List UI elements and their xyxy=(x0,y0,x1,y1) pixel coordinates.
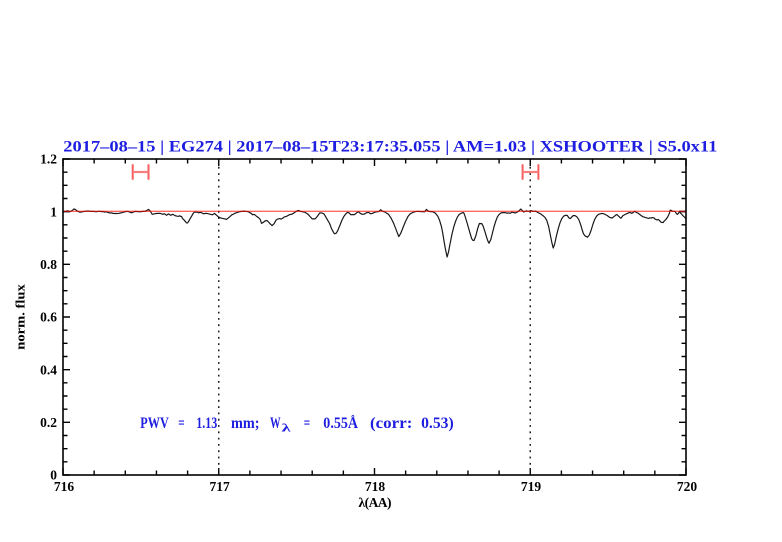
svg-text:1.2: 1.2 xyxy=(40,152,57,167)
svg-text:=: = xyxy=(178,415,184,432)
svg-text:0.55Å: 0.55Å xyxy=(323,415,358,432)
svg-text:λ(AA): λ(AA) xyxy=(359,495,392,510)
svg-text:0.8: 0.8 xyxy=(40,257,57,272)
svg-text:718: 718 xyxy=(365,479,386,494)
svg-text:716: 716 xyxy=(54,479,75,494)
svg-text:W: W xyxy=(270,415,281,432)
svg-text:norm. flux: norm. flux xyxy=(13,284,28,350)
svg-text:0: 0 xyxy=(50,468,57,483)
svg-text:1: 1 xyxy=(50,204,57,219)
svg-text:mm;: mm; xyxy=(231,415,260,432)
svg-text:0.2: 0.2 xyxy=(40,415,57,430)
svg-text:1.13: 1.13 xyxy=(196,415,217,432)
svg-text:λ: λ xyxy=(282,423,292,435)
svg-text:2017–08–15 | EG274 | 2017–08–1: 2017–08–15 | EG274 | 2017–08–15T23:17:35… xyxy=(63,136,717,155)
svg-text:PWV: PWV xyxy=(140,415,169,432)
svg-text:720: 720 xyxy=(677,479,698,494)
svg-text:717: 717 xyxy=(209,479,230,494)
svg-text:(corr:: (corr: xyxy=(370,415,412,432)
svg-text:0.4: 0.4 xyxy=(40,362,57,377)
svg-text:0.6: 0.6 xyxy=(40,310,57,325)
svg-text:=: = xyxy=(304,415,310,432)
svg-text:0.53): 0.53) xyxy=(421,415,454,432)
svg-text:719: 719 xyxy=(521,479,542,494)
